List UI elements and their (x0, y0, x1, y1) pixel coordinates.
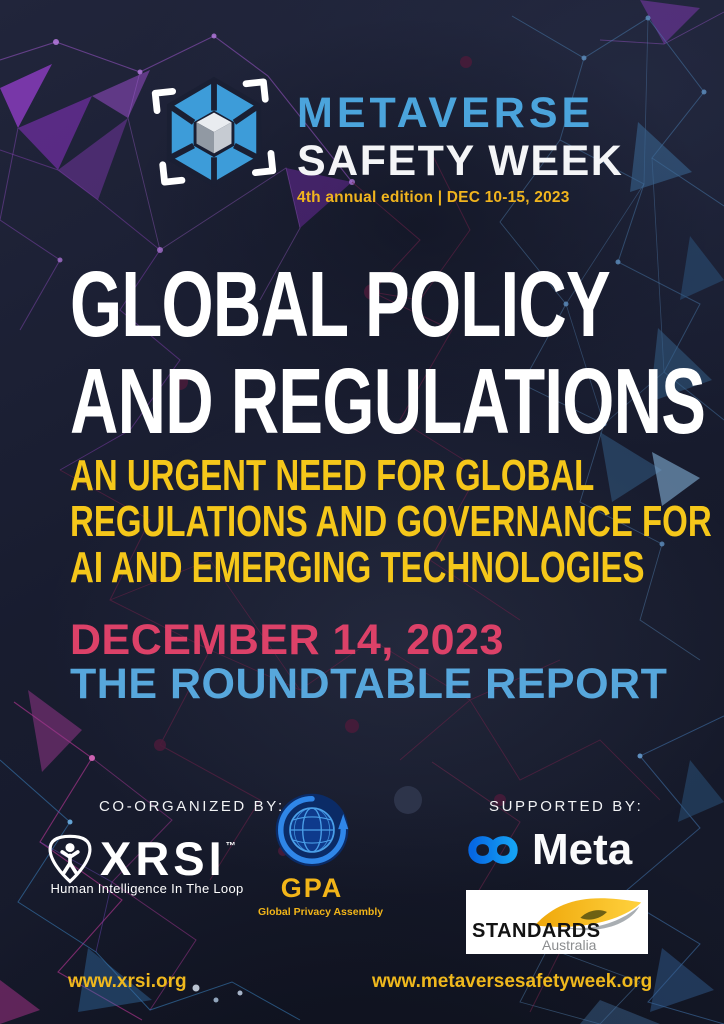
meta-logo: Meta (461, 828, 632, 872)
co-organized-label: CO-ORGANIZED BY: (99, 798, 285, 815)
xrsi-tagline: Human Intelligence In The Loop (50, 881, 244, 896)
xrsi-shield-icon (48, 834, 92, 884)
edition-tagline: 4th annual edition | DEC 10-15, 2023 (297, 189, 570, 206)
poster-title: GLOBAL POLICY AND REGULATIONS (70, 252, 706, 453)
gpa-full-name: Global Privacy Assembly (258, 906, 384, 918)
report-title: THE ROUNDTABLE REPORT (70, 660, 668, 708)
event-logo-lockup: METAVERSE SAFETY WEEK 4th annual edition… (146, 64, 666, 209)
gray-node-dot (394, 786, 422, 814)
poster-subtitle-line3: AI AND EMERGING TECHNOLOGIES (70, 543, 645, 592)
xrsi-wordmark-text: XRSI (100, 831, 226, 885)
gpa-logo: GPA Global Privacy Assembly (258, 792, 384, 918)
poster-title-line1: GLOBAL POLICY (70, 252, 611, 356)
plexus-maroon-dots (154, 56, 506, 856)
standards-wordmark: STANDARDS (472, 920, 601, 942)
xrsi-trademark: ™ (225, 840, 236, 852)
gpa-globe-icon (275, 793, 349, 867)
viewfinder-brackets (151, 78, 277, 186)
supported-label: SUPPORTED BY: (489, 798, 644, 815)
plexus-maroon-web (59, 149, 661, 881)
metaversesafetyweek-url-link[interactable]: www.metaversesafetyweek.org (372, 971, 653, 992)
poster-subtitle-line2: REGULATIONS AND GOVERNANCE FOR (70, 497, 712, 546)
poster-subtitle-line1: AN URGENT NEED FOR GLOBAL (70, 451, 595, 500)
xrsi-url-link[interactable]: www.xrsi.org (68, 971, 187, 992)
meta-wordmark: Meta (532, 825, 633, 874)
brand-name-metaverse: METAVERSE (297, 89, 595, 137)
brand-name-safety-week: SAFETY WEEK (297, 137, 624, 185)
xrsi-wordmark: XRSI™ (100, 835, 236, 882)
poster-subtitle: AN URGENT NEED FOR GLOBAL REGULATIONS AN… (70, 453, 712, 591)
poster-title-line2: AND REGULATIONS (70, 349, 706, 453)
plexus-bottom-right (431, 715, 724, 1024)
plexus-top-left (0, 0, 724, 471)
xrsi-logo: XRSI™ (44, 830, 236, 886)
meta-infinity-icon (468, 836, 518, 864)
event-date: DECEMBER 14, 2023 (70, 616, 504, 664)
standards-australia-logo: STANDARDS Australia (466, 890, 648, 954)
standards-australia-swoosh-icon (534, 898, 642, 931)
gpa-wordmark: GPA (280, 873, 344, 903)
plexus-right-blue (499, 15, 724, 661)
metaverse-cube-icon (151, 76, 277, 188)
plexus-bottom-left (0, 690, 301, 1024)
standards-australia-label: Australia (542, 937, 597, 953)
